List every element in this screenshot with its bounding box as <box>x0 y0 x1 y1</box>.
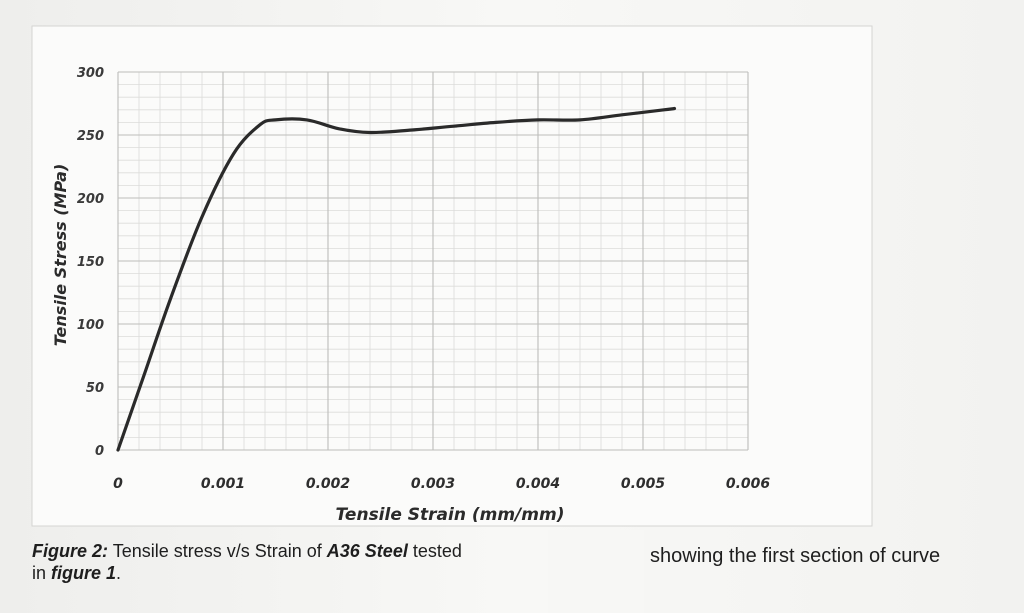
caption-line2-prefix: in <box>32 563 52 583</box>
y-tick-label: 250 <box>77 129 104 144</box>
y-tick-label: 300 <box>77 66 104 81</box>
caption-text-2: tested <box>407 541 462 561</box>
caption-line2-suffix: . <box>116 563 122 583</box>
x-tick-labels: 0 0.001 0.002 0.003 0.004 0.005 0.006 <box>113 476 770 492</box>
major-grid <box>117 71 749 451</box>
y-tick-labels: 0 50 100 150 200 250 300 <box>77 66 104 459</box>
caption-material: A36 Steel <box>326 541 408 561</box>
y-tick-label: 0 <box>95 444 104 459</box>
series-layer <box>116 106 677 452</box>
x-tick-label: 0.004 <box>516 476 560 492</box>
x-tick-label: 0.001 <box>201 476 245 492</box>
x-tick-label: 0.005 <box>621 476 666 492</box>
y-axis-label: Tensile Stress (MPa) <box>51 164 70 347</box>
x-axis-label: Tensile Strain (mm/mm) <box>336 505 565 525</box>
x-tick-label: 0.006 <box>726 476 771 492</box>
caption-label: Figure 2: <box>32 541 109 561</box>
blank-patch <box>548 530 644 613</box>
side-note: showing the first section of curve <box>650 545 941 567</box>
y-tick-label: 100 <box>77 318 104 333</box>
caption-figure-ref: figure 1 <box>51 563 117 583</box>
x-tick-label: 0 <box>113 476 123 492</box>
figure-frame <box>31 25 873 527</box>
x-tick-label: 0.002 <box>306 476 350 492</box>
caption-text: Tensile stress v/s Strain of <box>108 541 327 561</box>
stress-strain-curve <box>116 106 677 452</box>
y-tick-label: 200 <box>77 192 104 207</box>
y-tick-label: 150 <box>77 255 104 270</box>
figure-caption: Figure 2: Tensile stress v/s Strain of A… <box>32 540 562 584</box>
x-tick-label: 0.003 <box>411 476 455 492</box>
y-tick-label: 50 <box>86 381 104 396</box>
